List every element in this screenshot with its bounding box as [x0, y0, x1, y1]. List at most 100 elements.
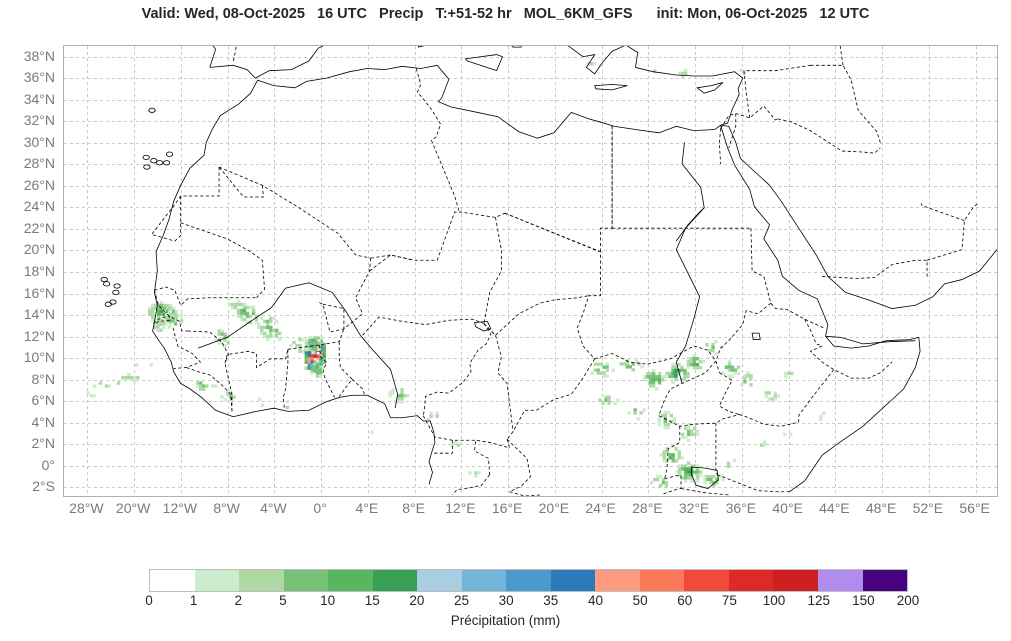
precip-cell: [714, 351, 718, 356]
precip-cell: [773, 397, 777, 401]
precip-cell: [317, 344, 321, 349]
colorbar-axis-label: Précipitation (mm): [450, 613, 561, 628]
precip-cell: [651, 384, 656, 388]
precip-cell: [683, 464, 688, 468]
colorbar-segment[interactable]: [550, 570, 596, 591]
precip-cell: [657, 378, 662, 382]
colorbar-segment[interactable]: [506, 570, 551, 591]
colorbar-tick-label: 25: [454, 593, 470, 608]
precip-cell: [157, 309, 161, 314]
colorbar-segment[interactable]: [150, 570, 195, 591]
gridline-vertical: [695, 46, 696, 496]
x-axis-tick-label: 0°: [313, 500, 327, 516]
gridline-vertical: [134, 46, 135, 496]
precip-cell: [607, 401, 611, 405]
precip-cell: [307, 351, 311, 355]
colorbar-segment[interactable]: [417, 570, 462, 591]
precip-cell: [272, 334, 276, 339]
precip-cell: [649, 480, 654, 485]
country-border: [151, 196, 182, 242]
precip-cell: [319, 339, 323, 343]
precip-cell: [308, 341, 312, 346]
x-axis-tick-label: 36°E: [725, 500, 757, 516]
precip-cell: [245, 305, 250, 310]
colorbar-segment[interactable]: [461, 570, 507, 591]
coastline: [209, 46, 217, 68]
precip-cell: [712, 474, 716, 479]
precip-cell: [686, 362, 691, 367]
precip-cell: [662, 453, 666, 457]
precip-cell: [310, 336, 314, 340]
precip-cell: [308, 338, 312, 343]
precip-cell: [601, 401, 605, 405]
precip-cell: [260, 325, 264, 330]
precip-cell: [313, 351, 317, 355]
precip-cell: [315, 368, 320, 372]
colorbar-segment[interactable]: [862, 570, 908, 591]
colorbar[interactable]: [149, 569, 908, 592]
x-axis-tick-label: 24°E: [585, 500, 616, 516]
colorbar-segment[interactable]: [194, 570, 240, 591]
colorbar-segment[interactable]: [684, 570, 729, 591]
country-border: [663, 475, 682, 495]
gridline-horizontal: [64, 487, 997, 488]
colorbar-segment[interactable]: [372, 570, 418, 591]
precip-cell: [625, 362, 629, 366]
precip-cell: [312, 368, 317, 372]
precip-cell: [311, 350, 315, 355]
island-outline: [113, 283, 121, 289]
precip-cell: [319, 354, 323, 358]
colorbar-segment[interactable]: [328, 570, 373, 591]
precip-cell: [732, 458, 737, 463]
precip-cell: [642, 378, 647, 382]
precip-cell: [301, 349, 305, 354]
colorbar-swatches[interactable]: [149, 569, 908, 592]
colorbar-segment[interactable]: [639, 570, 685, 591]
precip-cell: [683, 473, 688, 477]
precip-cell: [236, 314, 241, 319]
gridline-vertical: [648, 46, 649, 496]
precip-cell: [285, 405, 290, 410]
precip-cell: [720, 345, 724, 350]
colorbar-segment[interactable]: [773, 570, 818, 591]
precip-cell: [683, 368, 687, 373]
colorbar-segment[interactable]: [239, 570, 284, 591]
precip-cell: [310, 369, 314, 373]
gridline-horizontal: [64, 423, 997, 424]
precip-cell: [590, 371, 594, 375]
colorbar-segment[interactable]: [283, 570, 329, 591]
precip-cell: [127, 376, 131, 380]
precip-cell: [683, 467, 688, 471]
map-plot-area[interactable]: [63, 45, 998, 497]
page-title: Valid: Wed, 08-Oct-2025 16 UTC Precip T:…: [141, 6, 870, 22]
precip-cell: [686, 461, 691, 465]
precip-cell: [165, 306, 170, 311]
precip-cell: [651, 369, 656, 373]
precip-cell: [648, 378, 653, 382]
country-border: [509, 491, 543, 496]
precip-cell: [151, 315, 155, 320]
precip-cell: [668, 456, 672, 460]
precip-cell: [660, 378, 665, 382]
colorbar-segment[interactable]: [817, 570, 863, 591]
y-axis-tick-label: 38°N: [23, 47, 55, 64]
colorbar-segment[interactable]: [728, 570, 774, 591]
precip-cell: [686, 360, 691, 364]
precip-cell: [784, 374, 788, 379]
precip-cell: [321, 365, 326, 369]
precip-cell: [657, 381, 662, 385]
precip-cell: [695, 362, 700, 367]
precip-cell: [315, 371, 320, 375]
precip-cell: [764, 391, 768, 395]
colorbar-tick-labels: 0 1 2 5 10 15 20 25 30 35 40 50 60 75 100 125 150 200: [145, 593, 919, 613]
precip-cell: [730, 374, 735, 378]
precip-cell: [322, 351, 326, 355]
colorbar-segment[interactable]: [595, 570, 640, 591]
precip-cell: [217, 332, 221, 336]
precip-cell: [217, 341, 221, 345]
precip-cell: [627, 411, 631, 415]
country-border: [218, 166, 371, 259]
precip-cell: [709, 480, 713, 485]
island-outline: [112, 289, 120, 295]
precip-cell: [98, 381, 103, 385]
